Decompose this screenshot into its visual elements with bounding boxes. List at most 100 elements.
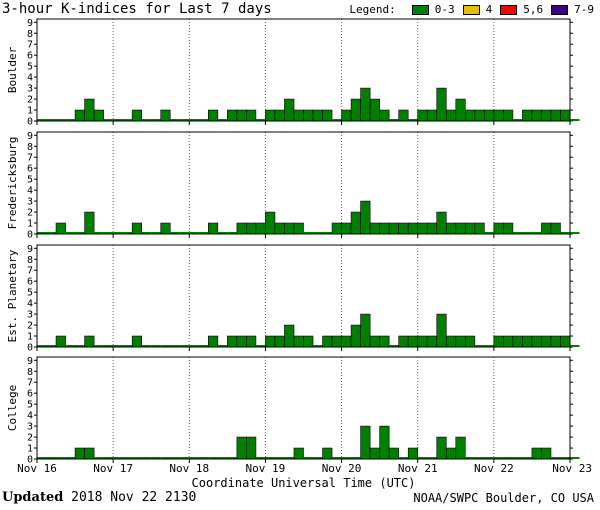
k-index-bar xyxy=(132,457,142,459)
k-index-bar xyxy=(131,335,142,348)
k-index-bar xyxy=(170,457,180,459)
k-index-bar xyxy=(274,222,285,235)
y-tick-label: 7 xyxy=(27,266,33,277)
k-index-bar xyxy=(436,87,447,122)
k-index-bar xyxy=(217,232,228,234)
legend-item-4: 4 xyxy=(462,3,493,17)
k-index-chart: 0123456789Boulder0123456789Fredericksbur… xyxy=(6,18,592,490)
k-index-bar xyxy=(94,457,104,459)
y-tick-label: 2 xyxy=(27,321,33,332)
y-tick-label: 8 xyxy=(27,142,33,153)
k-index-bar xyxy=(398,109,409,122)
k-index-bar xyxy=(407,335,419,348)
k-index-bar xyxy=(455,222,466,235)
k-index-bar xyxy=(389,345,399,347)
k-index-bar xyxy=(75,345,85,347)
k-index-bar xyxy=(512,119,523,121)
k-index-bar xyxy=(113,119,123,121)
k-index-bar xyxy=(570,119,580,121)
y-tick-label: 1 xyxy=(27,444,33,455)
k-index-bar xyxy=(465,335,476,348)
y-tick-label: 8 xyxy=(27,367,33,378)
k-index-bar xyxy=(227,335,238,348)
legend-swatch-purple xyxy=(551,5,569,15)
x-tick-label: Nov 21 xyxy=(398,462,438,475)
k-index-bar xyxy=(103,232,114,234)
k-index-bar xyxy=(541,109,552,122)
panel-frame xyxy=(36,131,571,235)
credit-text: NOAA/SWPC Boulder, CO USA xyxy=(413,491,594,505)
k-index-bar xyxy=(74,109,85,122)
k-index-bar xyxy=(293,447,304,460)
k-index-bar xyxy=(293,335,304,348)
k-index-bar xyxy=(113,457,123,459)
k-index-bar xyxy=(284,222,295,235)
k-index-bar xyxy=(541,222,552,235)
k-index-bar xyxy=(217,119,228,121)
k-index-bar xyxy=(550,335,561,348)
k-index-bar xyxy=(484,232,494,234)
panel-label-college: College xyxy=(6,385,19,431)
k-index-bar xyxy=(522,232,532,234)
k-index-bar xyxy=(560,457,570,459)
k-index-bar xyxy=(398,335,409,348)
x-tick-label: Nov 19 xyxy=(246,462,286,475)
k-index-bar xyxy=(255,457,266,459)
k-index-bar xyxy=(531,232,542,234)
legend-item-label: 4 xyxy=(485,3,493,16)
k-index-bar xyxy=(445,109,457,122)
k-index-bar xyxy=(37,232,47,234)
k-index-bar xyxy=(37,345,47,347)
y-tick-label: 2 xyxy=(27,208,33,219)
k-index-bar xyxy=(379,335,390,348)
x-tick-label: Nov 20 xyxy=(322,462,362,475)
k-index-bar xyxy=(332,119,342,121)
k-index-bar xyxy=(379,222,390,235)
k-index-bar xyxy=(322,335,333,348)
k-index-bar xyxy=(369,335,380,348)
k-index-bar xyxy=(455,98,466,122)
k-index-bar xyxy=(512,232,523,234)
k-index-bar xyxy=(531,335,542,348)
k-index-bar xyxy=(217,457,228,459)
legend-swatch-red xyxy=(500,5,518,15)
k-index-bar xyxy=(179,119,190,121)
k-index-bar xyxy=(445,335,457,348)
k-index-bar xyxy=(350,211,361,235)
k-index-bar xyxy=(474,457,485,459)
k-index-bar xyxy=(322,109,333,122)
k-index-bar xyxy=(550,222,561,235)
y-tick-label: 7 xyxy=(27,378,33,389)
panel-label-est-planetary: Est. Planetary xyxy=(6,249,19,342)
k-index-bar xyxy=(94,345,104,347)
k-index-bar xyxy=(46,345,57,347)
k-index-bar xyxy=(408,119,418,121)
k-index-bar xyxy=(522,457,532,459)
k-index-bar xyxy=(484,457,494,459)
k-index-bar xyxy=(303,232,314,234)
k-index-bar xyxy=(255,222,266,235)
k-index-bar xyxy=(189,345,199,347)
k-index-bar xyxy=(274,457,285,459)
x-tick-label: Nov 23 xyxy=(552,462,592,475)
k-index-bar xyxy=(170,119,180,121)
k-index-bar xyxy=(151,457,161,459)
k-index-bar xyxy=(293,222,304,235)
k-index-bar xyxy=(141,232,152,234)
k-index-bar xyxy=(360,313,371,348)
k-index-bar xyxy=(189,457,199,459)
k-index-bar xyxy=(141,345,152,347)
k-index-bar xyxy=(417,222,428,235)
k-index-bar xyxy=(65,457,76,459)
k-index-bar xyxy=(56,457,66,459)
k-index-bar xyxy=(360,200,371,235)
k-index-bar xyxy=(570,232,580,234)
x-tick-label: Nov 22 xyxy=(474,462,514,475)
panel-label-fredericksburg: Fredericksburg xyxy=(6,137,19,230)
k-index-bar xyxy=(484,109,495,122)
k-index-bar xyxy=(550,109,561,122)
k-index-bar xyxy=(265,457,275,459)
k-index-bar xyxy=(255,119,266,121)
updated-timestamp: Updated 2018 Nov 22 2130 xyxy=(2,490,196,506)
k-index-bar xyxy=(388,222,399,235)
